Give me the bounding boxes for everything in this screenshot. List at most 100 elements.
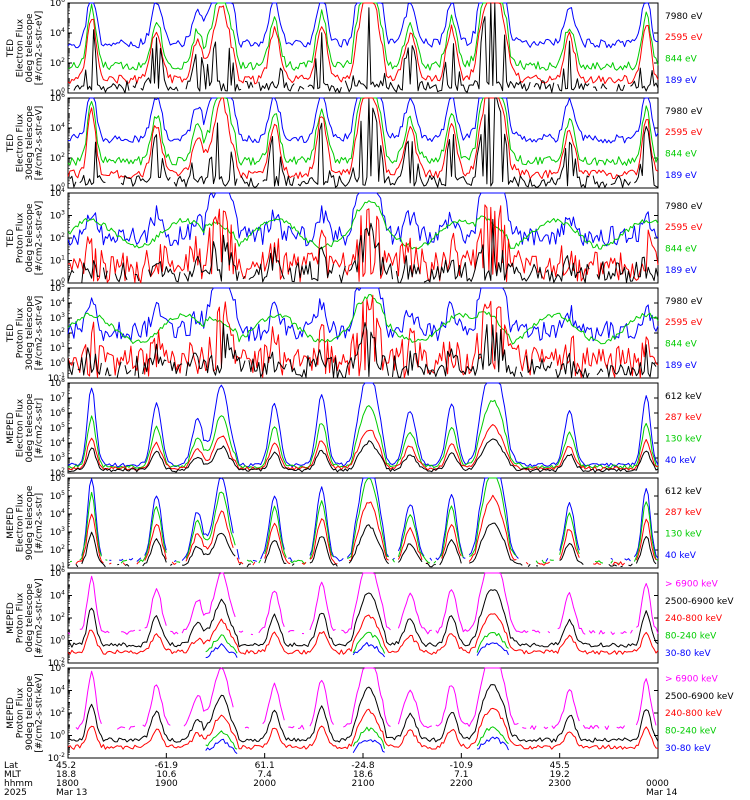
panel-6: 101 102 103 104 105 106 MEPEDElectron Flux90de… [6,472,702,574]
y-tick-label: 106 [50,472,65,484]
y-tick-label: 107 [50,392,65,404]
y-tick-label: 10-2 [48,657,66,669]
series-80-240-kev-line [205,631,509,654]
series-7980-ev-line [73,2,659,94]
legend-entry: 80-240 keV [665,631,717,641]
series-130-kev-line [69,477,659,564]
y-tick-label: 100 [50,357,65,369]
y-tick-label: 102 [50,707,65,719]
series-189-ev-line [67,192,659,247]
series-2595-ev-line [67,294,659,379]
legend-entry: 844 eV [665,245,698,255]
legend-entry: 2595 eV [665,318,703,328]
series-240-800-kev-line [67,707,659,750]
y-axis-label: MEPEDProton Flux0deg telescope[#/cm2-s-s… [6,578,45,657]
legend-entry: 189 eV [665,361,698,371]
y-tick-label: 101 [50,562,65,574]
panel-4: 10-1 100 101 102 103 104 105 TEDProton Flux30de… [6,282,703,384]
legend-entry: > 6900 keV [665,675,719,685]
x-lat-label: -24.8 [351,761,375,771]
y-tick-label: 106 [50,407,65,419]
y-tick-label: 103 [50,312,65,324]
series-240-800-kev-line [67,613,659,655]
legend-entry: 30-80 keV [665,744,711,754]
series-7980-ev-line [69,97,659,189]
series-844-ev-line [67,200,659,250]
legend-entry: 2595 eV [665,223,703,233]
series-189-ev-line [67,287,659,342]
x-lat-label: 45.5 [550,761,570,771]
y-tick-label: 102 [50,232,65,244]
series-612-kev-line [67,438,659,473]
legend-entry: 40 keV [665,551,697,561]
legend-entry: 80-240 keV [665,726,717,736]
y-tick-label: 100 [50,730,65,742]
y-tick-label: 106 [50,567,65,579]
x-mlt-label: 10.6 [156,770,176,780]
y-axis-label: MEPEDProton Flux90deg telescope[#/cm2-s-… [6,673,45,752]
y-tick-label: 101 [50,342,65,354]
legend-entry: 2595 eV [665,128,703,138]
series-2595-ev-line [67,2,659,85]
series-30-80-kev-line [205,642,509,659]
y-tick-label: 10-2 [48,752,66,764]
legend-entry: 287 keV [665,508,702,518]
y-tick-label: 106 [50,662,65,674]
legend-entry: 612 keV [665,392,702,402]
legend-entry: 2595 eV [665,33,703,43]
series-287-kev-line [67,424,659,471]
y-tick-label: 105 [50,282,65,294]
y-tick-label: 106 [50,92,65,104]
x-mlt-label: 7.1 [454,770,468,780]
x-hhmm-label: 2300 [548,779,571,789]
y-tick-label: 102 [50,152,65,164]
x-hhmm-label: 0000 [646,779,669,789]
x-row-label: 2025 [4,788,27,798]
x-row-label: MLT [4,770,22,780]
series-2595-ev-line [67,204,659,284]
x-mlt-label: 18.6 [353,770,373,780]
x-row-label: hhmm [4,779,33,789]
y-tick-label: 102 [50,57,65,69]
series-40-kev-line [67,382,659,468]
x-hhmm-label: 2100 [352,779,375,789]
x-hhmm-label: 2000 [253,779,276,789]
x-lat-label: -61.9 [155,761,179,771]
legend-entry: 240-800 keV [665,709,723,719]
y-tick-label: 101 [50,255,65,267]
y-tick-label: 104 [50,27,65,39]
y-tick-label: 102 [50,327,65,339]
y-tick-label: 103 [50,526,65,538]
y-tick-label: 108 [50,377,65,389]
legend-entry: > 6900 keV [665,580,719,590]
series-7980-ev-line [67,218,659,284]
y-tick-label: 102 [50,612,65,624]
y-tick-label: 105 [50,422,65,434]
y-tick-label: 100 [50,87,65,99]
panel-7-frame [67,572,659,664]
y-tick-label: 102 [50,544,65,556]
x-row-label: Lat [4,761,19,771]
series-287-kev-line [75,494,657,566]
series-7980-ev-line [67,322,657,379]
x-hhmm-label: 2200 [450,779,473,789]
x-lat-label: 61.1 [255,761,275,771]
y-tick-label: 103 [50,210,65,222]
y-tick-label: 104 [50,590,65,602]
y-tick-label: 104 [50,437,65,449]
series-80-240-kev-line [205,726,509,750]
panel-8-frame [67,667,659,759]
panel-2: 100 102 104 106 TEDElectron Flux30deg telesc… [6,92,703,194]
y-axis-label: MEPEDElectron Flux90deg telescope[#/cm2-… [6,485,45,560]
y-axis-label: TEDProton Flux0deg telescope[#/cm2-s-str… [6,201,45,276]
y-tick-label: 104 [50,508,65,520]
legend-entry: 612 keV [665,487,702,497]
panel-5-frame [67,382,659,474]
y-axis-label: TEDElectron Flux0deg telescope[#/cm2-s-s… [6,11,45,86]
panel-7: 10-2 100 102 104 106 MEPEDProton Flux0deg tel… [6,567,734,669]
series-2500-6900-kev-line [67,589,659,648]
x-lat-label: -10.9 [450,761,474,771]
x-mlt-label: 7.4 [258,770,273,780]
